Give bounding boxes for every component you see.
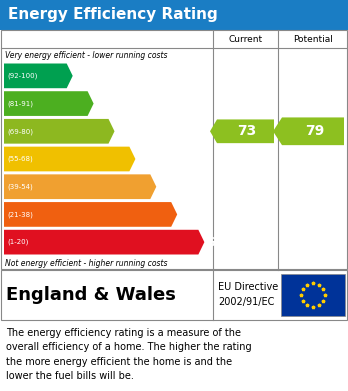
Text: Energy Efficiency Rating: Energy Efficiency Rating: [8, 7, 218, 23]
Polygon shape: [4, 119, 114, 143]
Text: (21-38): (21-38): [7, 211, 33, 218]
Text: 79: 79: [306, 124, 325, 138]
Polygon shape: [4, 147, 135, 171]
Text: The energy efficiency rating is a measure of the
overall efficiency of a home. T: The energy efficiency rating is a measur…: [6, 328, 252, 381]
Polygon shape: [4, 63, 73, 88]
Text: D: D: [136, 152, 147, 165]
Text: B: B: [95, 97, 104, 110]
Text: 2002/91/EC: 2002/91/EC: [218, 298, 274, 307]
Text: EU Directive: EU Directive: [218, 283, 278, 292]
Text: Very energy efficient - lower running costs: Very energy efficient - lower running co…: [5, 50, 167, 59]
Text: G: G: [205, 236, 216, 249]
Text: (1-20): (1-20): [7, 239, 29, 246]
Text: (81-91): (81-91): [7, 100, 33, 107]
Polygon shape: [4, 202, 177, 227]
Polygon shape: [273, 117, 344, 145]
Polygon shape: [210, 119, 274, 143]
Polygon shape: [4, 230, 204, 255]
Bar: [0, 0, 348, 30]
Text: E: E: [157, 180, 166, 193]
Bar: [1, 30, 347, 269]
Text: F: F: [178, 208, 187, 221]
Text: 73: 73: [237, 124, 256, 138]
Text: (39-54): (39-54): [7, 183, 33, 190]
Text: Not energy efficient - higher running costs: Not energy efficient - higher running co…: [5, 258, 167, 267]
Text: A: A: [74, 69, 83, 83]
Polygon shape: [4, 91, 94, 116]
Text: Current: Current: [228, 34, 262, 43]
Text: England & Wales: England & Wales: [6, 286, 176, 304]
Bar: [281, 274, 345, 316]
Text: Potential: Potential: [293, 34, 333, 43]
Polygon shape: [4, 174, 156, 199]
Text: (55-68): (55-68): [7, 156, 33, 162]
Text: (69-80): (69-80): [7, 128, 33, 135]
Bar: [1, 270, 347, 320]
Text: (92-100): (92-100): [7, 73, 37, 79]
Text: C: C: [116, 125, 125, 138]
